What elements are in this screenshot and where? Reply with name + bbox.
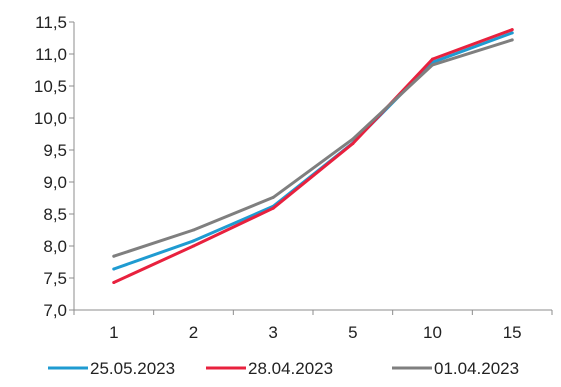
y-tick-label: 11,0: [35, 45, 67, 64]
x-tick-label: 1: [109, 323, 118, 342]
x-tick-label: 2: [189, 323, 198, 342]
data-point: [431, 57, 434, 61]
data-point: [192, 228, 195, 232]
y-tick-label: 7,5: [43, 269, 67, 288]
x-tick-label: 15: [503, 323, 522, 342]
legend-label: 25.05.2023: [90, 359, 175, 378]
series-line-3: [112, 38, 514, 258]
data-point: [510, 38, 514, 42]
legend-label: 28.04.2023: [248, 359, 333, 378]
series-line-2: [112, 28, 514, 284]
x-tick-label: 10: [423, 323, 442, 342]
y-tick-label: 8,5: [43, 205, 67, 224]
y-tick-label: 8,0: [43, 237, 67, 256]
y-tick-label: 9,0: [43, 173, 67, 192]
series-line-1: [112, 31, 514, 271]
data-point: [112, 254, 116, 258]
y-tick-label: 11,5: [35, 13, 67, 32]
data-point: [351, 137, 355, 141]
data-point: [351, 142, 355, 146]
series-layer: [112, 28, 514, 284]
data-point: [271, 206, 275, 210]
data-point: [112, 267, 116, 271]
y-tick-label: 10,0: [34, 109, 67, 128]
data-point: [192, 244, 195, 248]
axes: 7,0 7,5 8,0 8,5 9,0 9,5 10,0 10,5 11,0 11,5 1 2 3 5 10…: [34, 13, 553, 342]
data-point: [271, 195, 275, 199]
x-tick-label: 5: [348, 323, 357, 342]
x-tick-label: 3: [268, 323, 277, 342]
y-tick-label: 9,5: [43, 141, 67, 160]
data-point: [431, 63, 434, 67]
data-point: [112, 280, 116, 284]
y-tick-label: 7,0: [43, 301, 67, 320]
y-tick-label: 10,5: [34, 77, 67, 96]
data-point: [510, 31, 514, 35]
data-point: [510, 28, 514, 32]
legend: 25.05.2023 28.04.2023 01.04.2023: [48, 359, 519, 378]
data-point: [192, 239, 195, 243]
legend-label: 01.04.2023: [434, 359, 519, 378]
